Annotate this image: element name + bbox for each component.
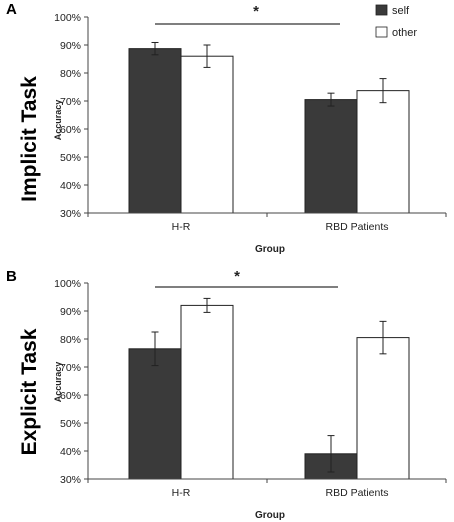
y-tick-label: 100% [54,278,81,290]
bar-self [128,48,182,214]
panel-letter: B [6,268,17,285]
y-tick-label: 70% [60,96,81,108]
x-tick-label: RBD Patients [325,221,388,233]
y-tick-label: 30% [60,474,81,486]
panel-implicit-task: A Implicit Task Accuracy Group * self ot… [6,1,447,255]
legend-label-other: other [392,27,417,39]
bar-other [180,55,234,214]
y-tick-label: 30% [60,208,81,220]
significance-marker: * [253,3,259,20]
bar-self [304,99,358,214]
y-tick-label: 80% [60,334,81,346]
y-tick-label: 40% [60,446,81,458]
legend-swatch-other [375,26,388,38]
y-tick-label: 60% [60,390,81,402]
y-axis-label: Accuracy [53,100,63,141]
panel-letter: A [6,1,17,18]
y-tick-label: 50% [60,152,81,164]
x-axis-label: Group [255,244,285,255]
legend: self other [375,4,417,39]
significance-marker: * [234,268,240,285]
bar-other [180,304,234,480]
x-tick-label: H-R [172,487,191,499]
x-axis-label: Group [255,510,285,521]
panel-side-title: Explicit Task [18,328,41,455]
y-tick-label: 60% [60,124,81,136]
y-tick-label: 70% [60,362,81,374]
y-axis-label: Accuracy [53,362,63,403]
panel-side-title: Implicit Task [18,76,41,202]
bar-other [356,337,410,480]
x-tick-label: RBD Patients [325,487,388,499]
y-tick-label: 50% [60,418,81,430]
panel-explicit-task: B Explicit Task Accuracy Group * 30% 40% 5… [6,268,447,521]
y-tick-label: 90% [60,40,81,52]
legend-swatch-self [375,4,388,16]
bar-other [356,90,410,214]
y-tick-label: 100% [54,12,81,24]
legend-label-self: self [392,5,410,17]
y-tick-label: 40% [60,180,81,192]
x-tick-label: H-R [172,221,191,233]
y-tick-label: 90% [60,306,81,318]
y-tick-label: 80% [60,68,81,80]
bar-self [128,348,182,480]
